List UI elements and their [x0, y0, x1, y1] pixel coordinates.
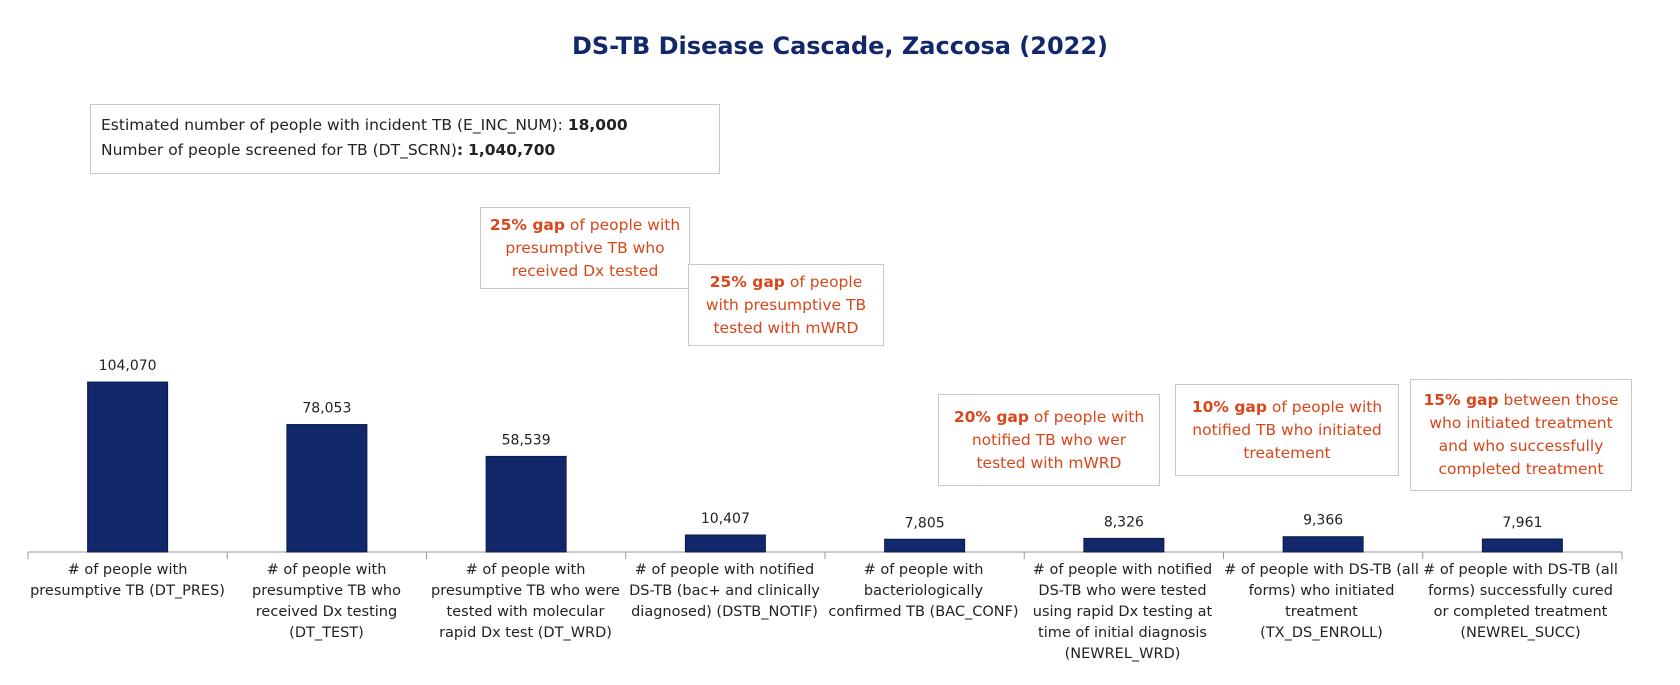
bar-value-label: 9,366 [1303, 513, 1343, 529]
chart-title: DS-TB Disease Cascade, Zaccosa (2022) [571, 32, 1109, 60]
bar [1282, 536, 1364, 553]
bar [485, 455, 567, 553]
info-screened-sep: : [456, 141, 464, 159]
gap-text: of people with presumptive TB who receiv… [505, 215, 681, 280]
gap-annotation-initiated: 10% gap of people with notified TB who i… [1175, 384, 1399, 476]
info-incident-label: Estimated number of people with incident… [101, 116, 563, 134]
info-line-incident: Estimated number of people with incident… [101, 113, 709, 138]
bar [684, 534, 766, 553]
category-label-bac-conf: # of people with bacteriologically confi… [828, 562, 1019, 620]
bar-value-label: 8,326 [1104, 514, 1144, 530]
gap-pct: 25% gap [709, 272, 785, 291]
gap-text: of people with notified TB who wer teste… [971, 407, 1145, 472]
gap-text: between those who initiated treatment an… [1429, 391, 1619, 478]
gap-annotation-mwrd: 25% gap of people with presumptive TB te… [688, 264, 884, 346]
category-label-dstb-notif: # of people with notified DS-TB (bac+ an… [629, 562, 820, 620]
info-screened-label: Number of people screened for TB (DT_SCR… [101, 141, 457, 159]
bar [286, 424, 368, 553]
category-label-tx-ds-enroll: # of people with DS-TB (all forms) who i… [1224, 562, 1419, 641]
bar-value-label: 10,407 [701, 511, 750, 527]
gap-pct: 15% gap [1423, 391, 1499, 409]
gap-pct: 20% gap [953, 407, 1029, 426]
gap-annotation-dx-tested: 25% gap of people with presumptive TB wh… [480, 207, 690, 289]
category-label-newrel-succ: # of people with DS-TB (all forms) succe… [1423, 562, 1618, 641]
info-screened-value: 1,040,700 [468, 141, 556, 159]
info-box: Estimated number of people with incident… [90, 104, 720, 174]
gap-annotation-completed: 15% gap between those who initiated trea… [1410, 379, 1632, 491]
bar-value-label: 104,070 [99, 358, 157, 374]
bar [1481, 538, 1563, 553]
bar [884, 538, 966, 553]
gap-text: of people with presumptive TB tested wit… [705, 272, 867, 337]
bar-value-label: 78,053 [302, 401, 351, 417]
bar [87, 381, 169, 553]
info-line-screened: Number of people screened for TB (DT_SCR… [101, 138, 709, 163]
bar-value-label: 58,539 [502, 432, 551, 448]
bar-value-label: 7,961 [1502, 515, 1542, 531]
category-label-dt-pres: # of people with presumptive TB (DT_PRES… [30, 562, 225, 599]
gap-text: of people with notified TB who initiated… [1192, 397, 1383, 462]
bar-value-label: 7,805 [905, 515, 945, 531]
category-label-dt-test: # of people with presumptive TB who rece… [251, 562, 401, 641]
gap-pct: 10% gap [1191, 397, 1267, 416]
info-incident-value: 18,000 [567, 116, 628, 134]
bar [1083, 537, 1165, 553]
gap-annotation-notified-mwrd: 20% gap of people with notified TB who w… [938, 394, 1160, 486]
category-label-newrel-wrd: # of people with notified DS-TB who were… [1032, 562, 1213, 662]
gap-pct: 25% gap [489, 215, 565, 234]
category-label-dt-wrd: # of people with presumptive TB who were… [431, 562, 620, 641]
